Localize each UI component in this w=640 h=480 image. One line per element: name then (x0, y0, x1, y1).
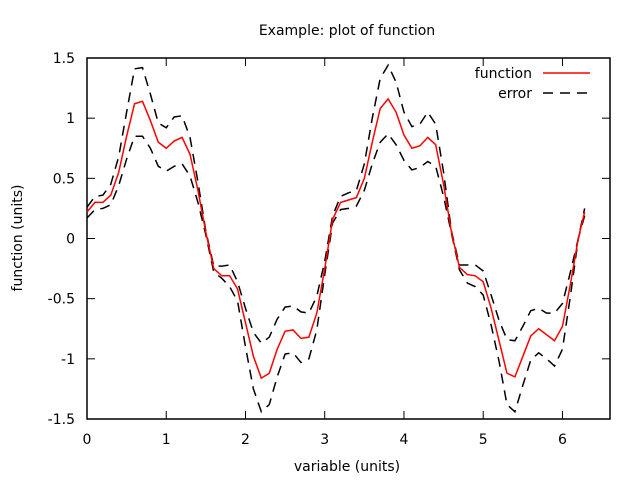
axis-tick-labels: 0 1 2 3 4 5 6 -1.5 -1 -0.5 0 0.5 1 1.5 (48, 51, 567, 448)
series-layer (86, 63, 586, 414)
y-tick-label: 1 (66, 111, 75, 127)
axis-ticks (86, 57, 610, 420)
x-tick-label: 0 (83, 432, 92, 448)
y-tick-label: 1.5 (53, 51, 75, 67)
legend: function error (475, 66, 590, 102)
function-series-line (86, 97, 586, 380)
chart-title: Example: plot of function (259, 23, 435, 39)
x-tick-label: 2 (241, 432, 250, 448)
error-lower-series-line (86, 132, 586, 414)
x-tick-label: 6 (558, 432, 567, 448)
legend-label-error: error (498, 86, 532, 102)
x-tick-label: 3 (320, 432, 329, 448)
x-tick-label: 5 (479, 432, 488, 448)
y-tick-label: 0 (66, 232, 75, 248)
x-axis-label: variable (units) (294, 459, 400, 475)
legend-label-function: function (475, 66, 532, 82)
x-tick-label: 1 (162, 432, 171, 448)
plot-area-frame (86, 57, 611, 420)
y-tick-label: -1.5 (48, 412, 75, 428)
x-tick-label: 4 (400, 432, 409, 448)
y-tick-label: 0.5 (53, 171, 75, 187)
y-axis-label: function (units) (10, 185, 26, 292)
y-tick-label: -0.5 (48, 292, 75, 308)
y-tick-label: -1 (61, 352, 75, 368)
error-series-line (86, 63, 586, 345)
